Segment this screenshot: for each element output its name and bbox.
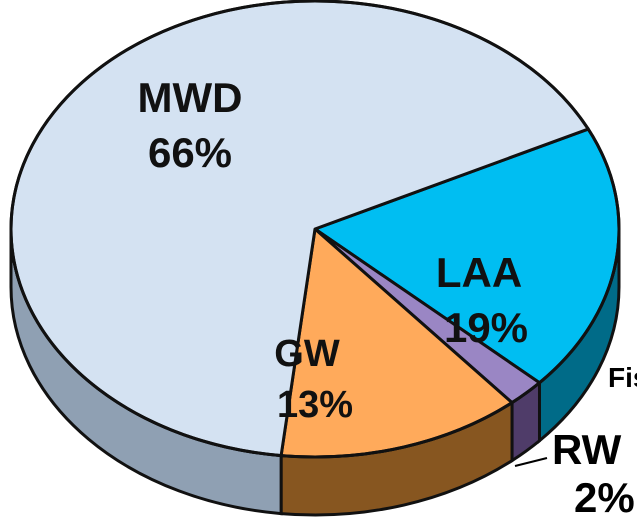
mwd-name-label: MWD: [138, 74, 243, 121]
rw-percent-label: 2%: [574, 474, 635, 518]
laa-percent-label: 19%: [444, 304, 528, 351]
mwd-percent-label: 66%: [148, 129, 232, 176]
rw-name-label: RW: [552, 426, 622, 473]
pie-top-layer: [9, 0, 621, 459]
laa-name-label: LAA: [436, 249, 522, 296]
gw-name-label: GW: [274, 333, 340, 375]
pie-top-outline: [9, 0, 621, 459]
gw-percent-label: 13%: [277, 384, 353, 426]
rw-leader-line: [514, 457, 548, 467]
pie-label-layer: MWD 66% LAA 19% GW 13% RW 2% Fis: [138, 74, 637, 518]
truncated-side-label: Fis: [608, 362, 637, 393]
